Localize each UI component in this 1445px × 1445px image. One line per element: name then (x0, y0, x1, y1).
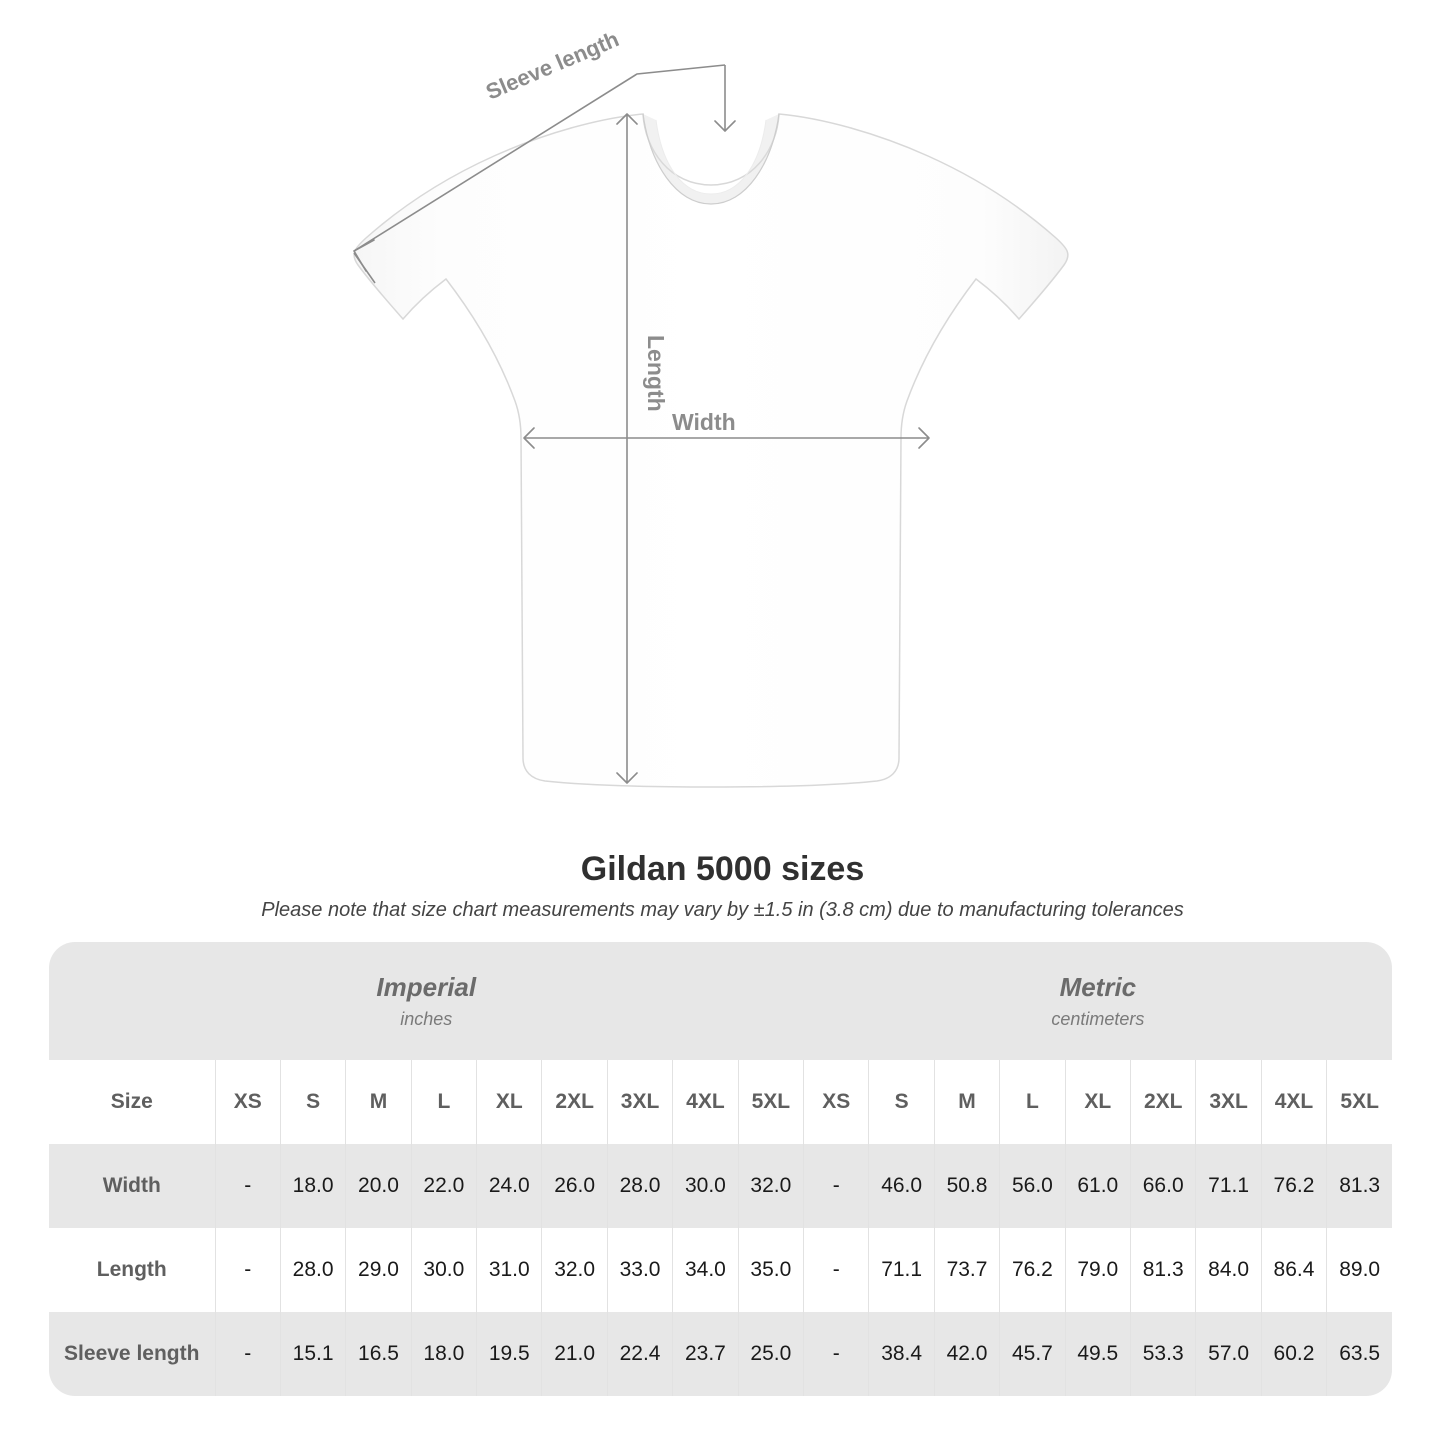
svg-text:Width: Width (672, 409, 736, 435)
svg-text:Sleeve length: Sleeve length (482, 26, 622, 104)
svg-text:Length: Length (643, 335, 669, 412)
